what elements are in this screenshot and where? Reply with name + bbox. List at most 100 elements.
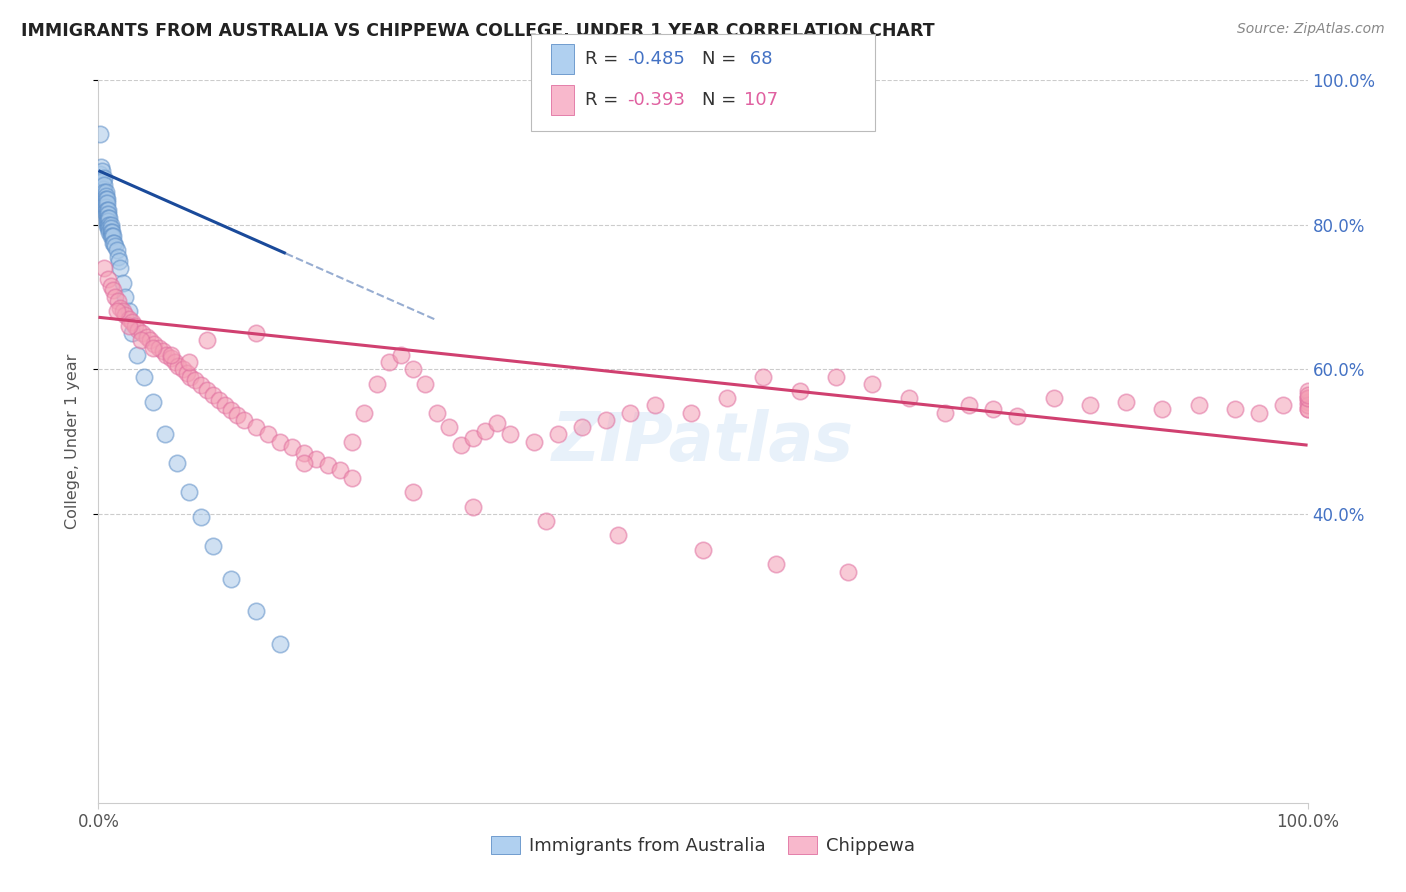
Point <box>377 355 399 369</box>
Point <box>221 572 243 586</box>
Point <box>957 398 980 412</box>
Point <box>127 348 149 362</box>
Point <box>607 528 630 542</box>
Point <box>143 337 166 351</box>
Point <box>172 362 194 376</box>
Point <box>94 193 117 207</box>
Point <box>463 431 485 445</box>
Point <box>98 221 121 235</box>
Point <box>101 235 124 250</box>
Point <box>91 182 114 196</box>
Point <box>644 398 666 412</box>
Point <box>195 334 218 348</box>
Point <box>101 283 124 297</box>
Point <box>100 228 122 243</box>
Point <box>108 253 131 268</box>
Point <box>463 500 485 514</box>
Point <box>316 458 339 472</box>
Y-axis label: College, Under 1 year: College, Under 1 year <box>65 354 80 529</box>
Point <box>305 451 328 466</box>
Point <box>245 420 267 434</box>
Point <box>160 351 183 366</box>
Point <box>93 170 115 185</box>
Point <box>98 211 121 225</box>
Point <box>256 427 278 442</box>
Point <box>837 565 859 579</box>
Point <box>93 186 115 200</box>
Point <box>281 440 304 454</box>
Point <box>118 318 141 333</box>
Point <box>96 196 118 211</box>
Point <box>166 456 188 470</box>
Point <box>96 203 118 218</box>
Point <box>413 376 436 391</box>
Point <box>1296 394 1319 409</box>
Point <box>121 326 143 340</box>
Point <box>142 394 165 409</box>
Point <box>97 218 120 232</box>
Point <box>114 290 136 304</box>
Point <box>202 388 225 402</box>
Point <box>547 427 569 442</box>
Point <box>89 167 111 181</box>
Text: ZIPatlas: ZIPatlas <box>553 409 853 475</box>
Point <box>1296 384 1319 398</box>
Point <box>100 225 122 239</box>
Legend: Immigrants from Australia, Chippewa: Immigrants from Australia, Chippewa <box>484 830 922 863</box>
Point <box>389 348 412 362</box>
Point <box>474 424 496 438</box>
Point <box>94 186 117 200</box>
Point <box>124 318 146 333</box>
Point <box>450 438 472 452</box>
Point <box>98 218 121 232</box>
Point <box>595 413 617 427</box>
Point <box>105 304 128 318</box>
Point <box>94 196 117 211</box>
Point <box>342 434 364 449</box>
Point <box>96 211 118 225</box>
Text: 107: 107 <box>744 91 778 109</box>
Text: N =: N = <box>702 91 741 109</box>
Point <box>860 376 883 391</box>
Point <box>366 376 388 391</box>
Point <box>103 235 125 250</box>
Point <box>93 193 115 207</box>
Point <box>100 279 122 293</box>
Point <box>221 402 243 417</box>
Point <box>93 196 115 211</box>
Point <box>93 178 115 192</box>
Point <box>498 427 520 442</box>
Point <box>104 290 127 304</box>
Point <box>121 315 143 329</box>
Point <box>97 207 120 221</box>
Point <box>97 211 120 225</box>
Point <box>825 369 848 384</box>
Point <box>1272 398 1295 412</box>
Point <box>131 326 153 340</box>
Point <box>245 326 267 340</box>
Point <box>692 542 714 557</box>
Point <box>94 200 117 214</box>
Point <box>135 330 157 344</box>
Point <box>98 225 121 239</box>
Point <box>91 186 114 200</box>
Point <box>1223 402 1246 417</box>
Point <box>226 408 249 422</box>
Point <box>101 228 124 243</box>
Point <box>96 214 118 228</box>
Point <box>167 359 190 373</box>
Point <box>402 485 425 500</box>
Point <box>105 243 128 257</box>
Point <box>342 470 364 484</box>
Point <box>111 276 134 290</box>
Point <box>765 558 787 572</box>
Point <box>179 355 201 369</box>
Text: N =: N = <box>702 50 741 68</box>
Point <box>1296 402 1319 417</box>
Point <box>1296 391 1319 405</box>
Point <box>179 485 201 500</box>
Point <box>139 334 162 348</box>
Point <box>118 304 141 318</box>
Point <box>100 221 122 235</box>
Point <box>118 311 141 326</box>
